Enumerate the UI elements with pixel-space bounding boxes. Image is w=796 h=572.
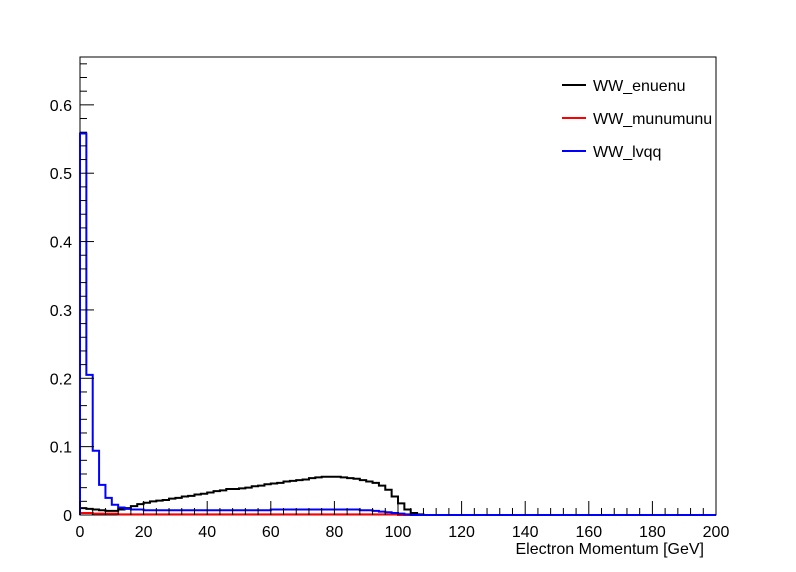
x-tick-label: 120 xyxy=(448,524,475,541)
legend-entry: WW_lvqq xyxy=(593,144,661,161)
y-tick-label: 0.3 xyxy=(50,303,72,320)
x-tick-label: 80 xyxy=(326,524,344,541)
y-tick-label: 0 xyxy=(63,508,72,525)
legend-entry: WW_enuenu xyxy=(593,78,686,95)
x-tick-label: 0 xyxy=(76,524,85,541)
y-tick-label: 0.1 xyxy=(50,440,72,457)
x-tick-label: 160 xyxy=(575,524,602,541)
x-tick-label: 180 xyxy=(639,524,666,541)
y-tick-label: 0.6 xyxy=(50,98,72,115)
x-tick-label: 200 xyxy=(703,524,730,541)
legend: WW_enuenu WW_munumunu WW_lvqq xyxy=(562,78,712,161)
x-tick-label: 20 xyxy=(135,524,153,541)
axes: 0 20 40 60 80 100 120 140 160 180 200 0 0.1 0.2 0.3 0.4… xyxy=(50,63,730,541)
y-tick-label: 0.5 xyxy=(50,166,72,183)
x-tick-label: 60 xyxy=(262,524,280,541)
y-tick-label: 0.4 xyxy=(50,235,72,252)
x-tick-label: 100 xyxy=(385,524,412,541)
x-axis-label: Electron Momentum [GeV] xyxy=(515,541,704,558)
y-tick-label: 0.2 xyxy=(50,371,72,388)
x-tick-label: 140 xyxy=(512,524,539,541)
x-tick-label: 40 xyxy=(198,524,216,541)
legend-entry: WW_munumunu xyxy=(593,111,712,128)
